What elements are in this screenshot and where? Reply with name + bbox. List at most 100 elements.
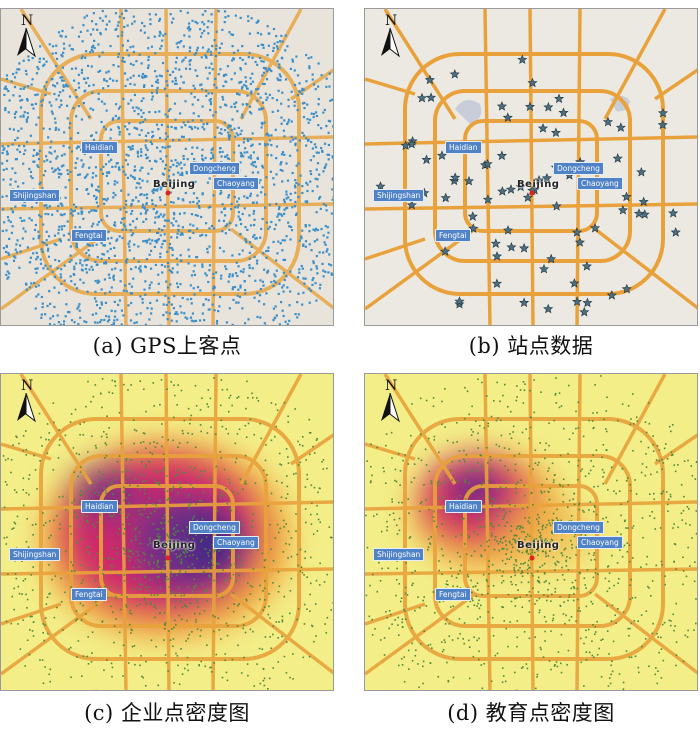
gps-point (44, 212, 47, 216)
gps-point (94, 290, 97, 293)
poi-point (152, 523, 155, 525)
gps-point (311, 147, 315, 150)
poi-point (480, 664, 483, 666)
label-chaoyang: Chaoyang (577, 536, 623, 549)
gps-point (155, 123, 159, 126)
poi-point (148, 563, 151, 566)
gps-point (19, 216, 22, 220)
gps-point (204, 156, 207, 160)
poi-point (89, 488, 91, 491)
poi-point (315, 635, 317, 637)
gps-point (50, 104, 53, 107)
gps-point (141, 298, 144, 301)
poi-point (630, 578, 633, 581)
poi-point (585, 651, 588, 653)
gps-point (87, 244, 90, 247)
poi-point (459, 555, 461, 558)
arterial-road (239, 9, 303, 120)
gps-point (293, 205, 297, 208)
poi-point (49, 592, 52, 595)
gps-point (148, 229, 151, 232)
gps-point (236, 274, 239, 278)
gps-point (155, 231, 159, 235)
poi-point (538, 611, 541, 614)
gps-point (267, 32, 270, 35)
poi-point (548, 444, 550, 447)
poi-point (231, 658, 234, 661)
poi-point (166, 490, 169, 492)
gps-point (260, 191, 263, 194)
gps-point (276, 252, 279, 255)
poi-point (173, 682, 175, 684)
poi-point (526, 568, 529, 571)
poi-point (297, 608, 300, 610)
poi-point (538, 545, 541, 548)
poi-point (514, 605, 517, 607)
gps-point (22, 87, 25, 90)
poi-point (454, 522, 457, 525)
gps-point (281, 239, 284, 242)
poi-point (123, 552, 126, 555)
gps-point (44, 88, 48, 91)
gps-point (245, 87, 249, 90)
poi-point (156, 528, 158, 530)
poi-point (684, 634, 687, 637)
poi-point (105, 499, 107, 501)
gps-point (267, 67, 270, 70)
gps-point (267, 249, 270, 253)
poi-point (644, 638, 647, 640)
gps-point (266, 70, 269, 73)
poi-point (432, 591, 435, 593)
poi-point (53, 616, 56, 619)
poi-point (155, 645, 157, 648)
gps-point (46, 206, 49, 209)
gps-point (167, 297, 170, 300)
poi-point (577, 427, 580, 429)
gps-point (116, 35, 120, 38)
gps-point (239, 16, 242, 20)
gps-point (128, 240, 131, 243)
poi-point (210, 426, 212, 428)
gps-point (22, 152, 26, 156)
poi-point (478, 650, 480, 653)
gps-point (226, 65, 230, 68)
poi-point (495, 419, 498, 422)
poi-point (242, 627, 244, 630)
poi-point (480, 544, 482, 547)
poi-point (220, 494, 223, 496)
gps-point (169, 108, 172, 111)
poi-point (192, 537, 195, 540)
gps-point (140, 62, 143, 65)
poi-point (157, 528, 160, 531)
poi-point (548, 522, 551, 525)
gps-point (153, 35, 156, 38)
poi-point (472, 655, 475, 658)
poi-point (451, 479, 454, 481)
gps-point (139, 212, 143, 215)
gps-point (207, 32, 210, 35)
poi-point (594, 631, 597, 633)
poi-point (164, 622, 167, 624)
gps-point (226, 157, 230, 160)
poi-point (281, 482, 283, 484)
gps-point (315, 267, 319, 270)
poi-point (585, 587, 587, 589)
gps-point (105, 71, 108, 74)
gps-point (223, 121, 226, 124)
gps-point (20, 219, 24, 223)
poi-point (604, 577, 607, 580)
gps-point (53, 117, 57, 120)
poi-point (206, 588, 208, 591)
poi-point (186, 526, 188, 529)
gps-point (185, 172, 189, 175)
gps-point (237, 288, 240, 291)
poi-point (594, 506, 596, 508)
gps-point (173, 213, 176, 216)
gps-point (144, 118, 147, 121)
gps-point (100, 303, 104, 306)
poi-point (209, 666, 211, 669)
poi-point (567, 599, 569, 602)
poi-point (620, 503, 623, 506)
gps-point (221, 95, 224, 99)
gps-point (280, 122, 283, 125)
